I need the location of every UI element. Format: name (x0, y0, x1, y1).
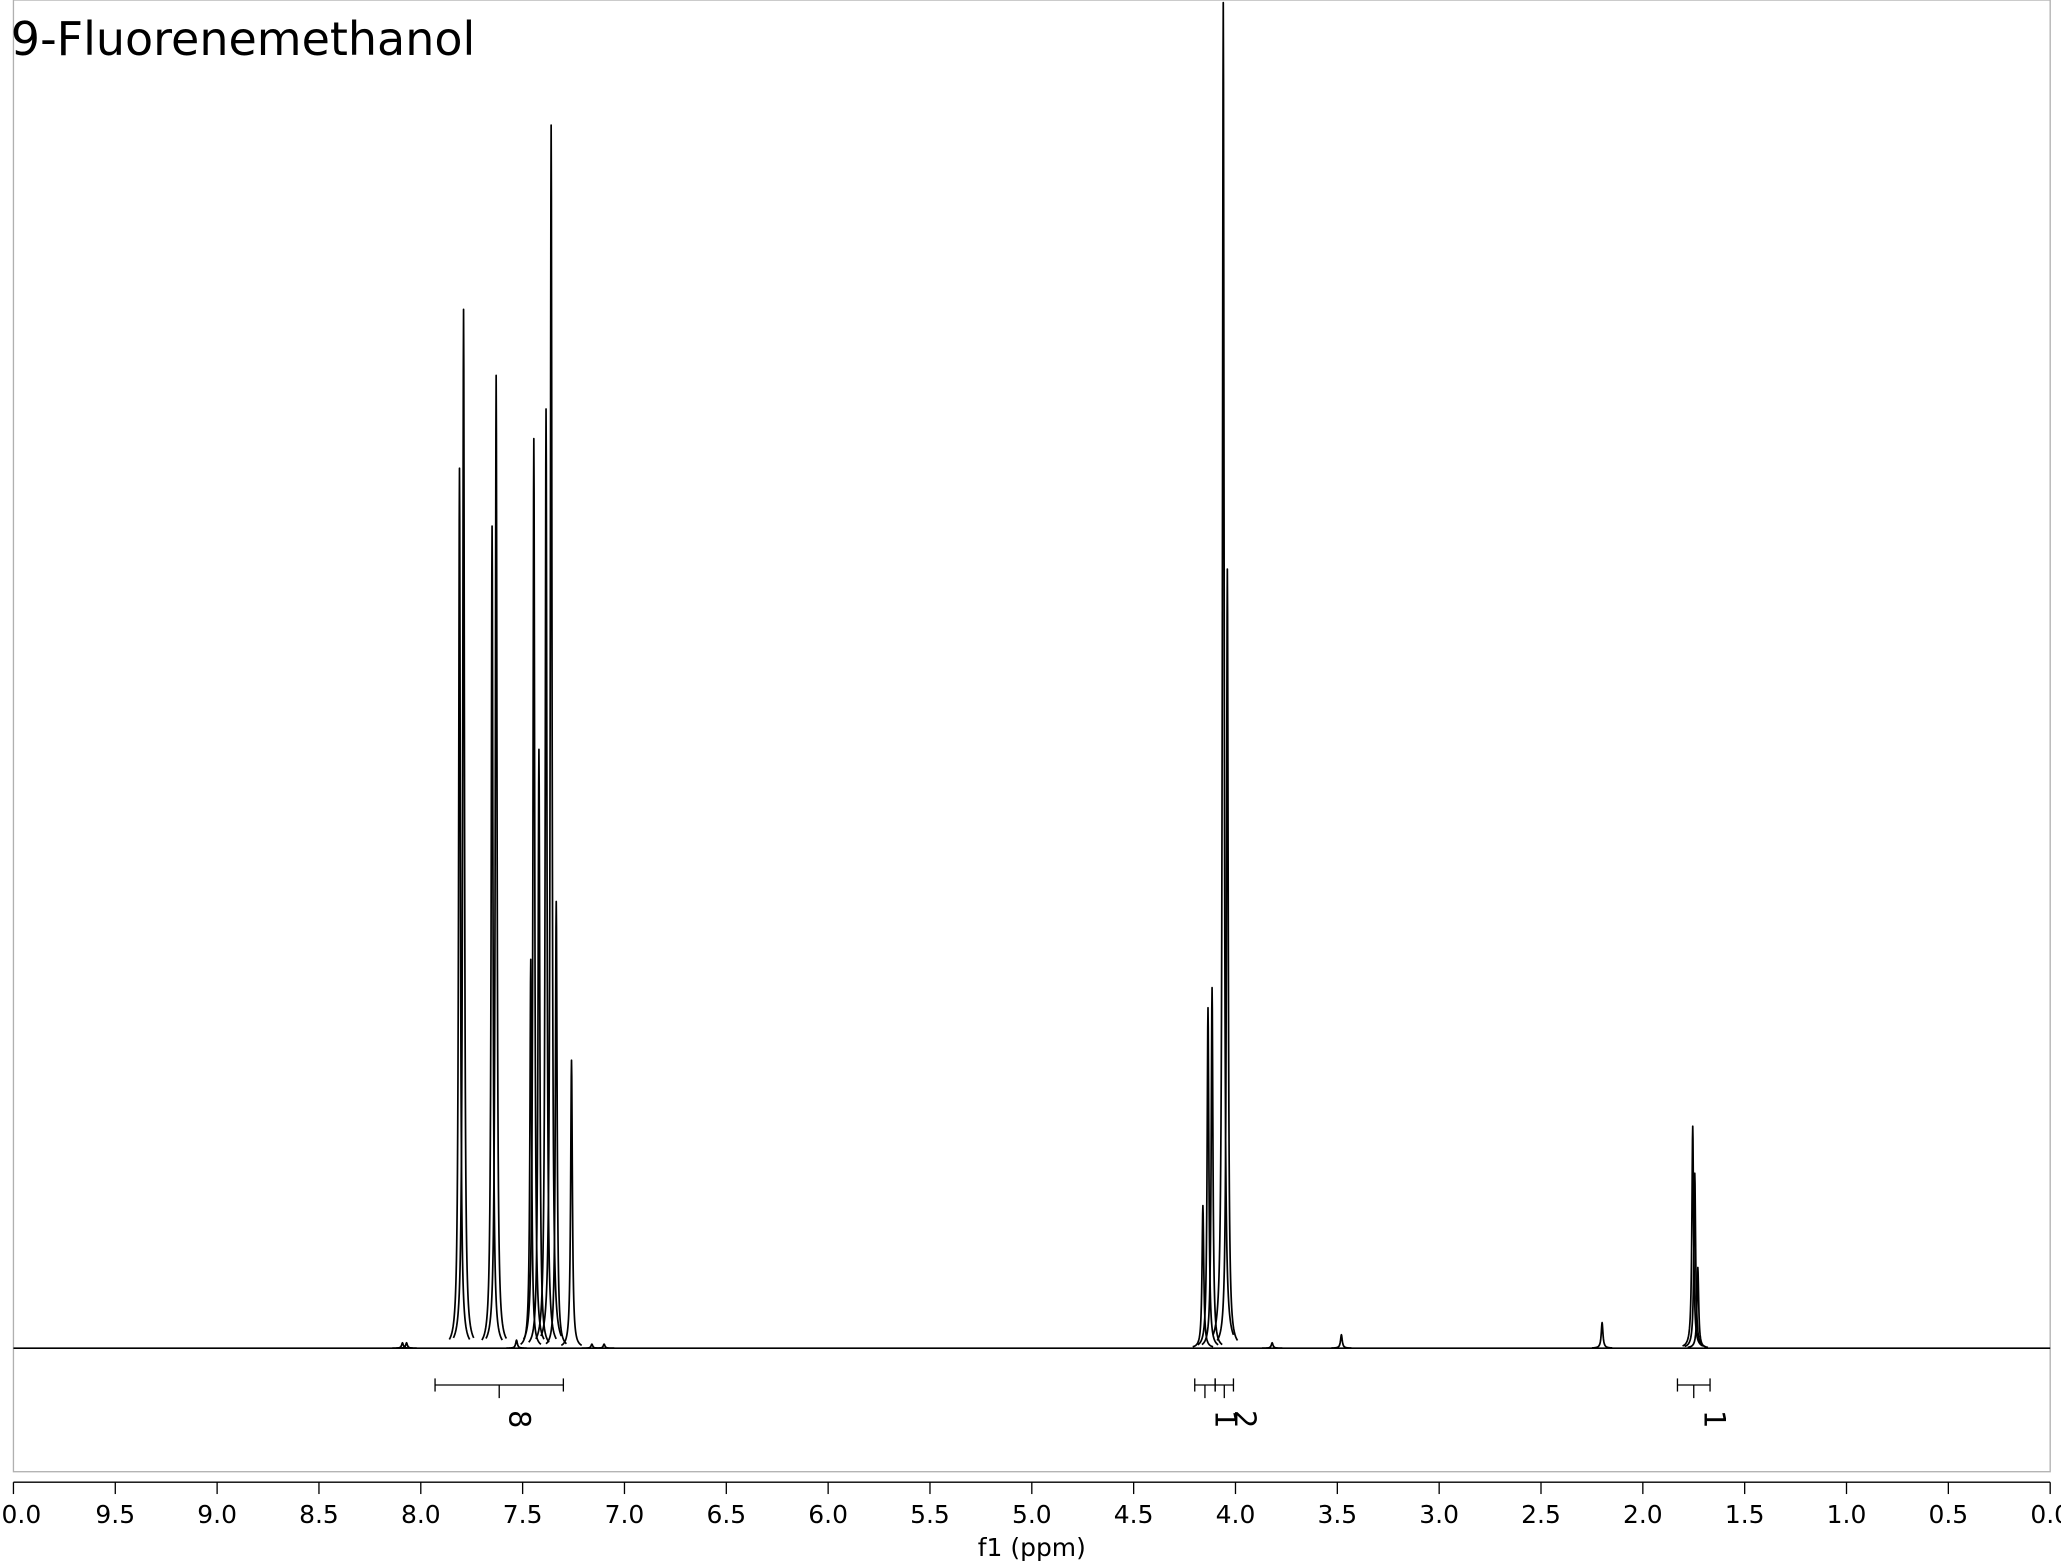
x-tick-label: 7.0 (605, 1500, 645, 1529)
x-tick-label: 8.0 (401, 1500, 441, 1529)
peak (1197, 1006, 1219, 1346)
x-tick-label: 9.5 (95, 1500, 135, 1529)
integral-label: 1 (1208, 1410, 1242, 1428)
x-tick-label: 1.0 (1827, 1500, 1867, 1529)
x-tick-label: 7.5 (503, 1500, 543, 1529)
integral-label: 2 (1228, 1410, 1262, 1428)
x-tick-label: 3.5 (1317, 1500, 1357, 1529)
integral-label: 8 (503, 1410, 537, 1428)
peak (593, 1343, 615, 1350)
peak (1216, 568, 1239, 1341)
peak (505, 1339, 528, 1349)
peak (519, 958, 542, 1346)
peak (560, 1059, 583, 1347)
x-tick-label: 9.0 (197, 1500, 237, 1529)
x-tick-label: 10.0 (0, 1500, 41, 1529)
x-tick-label: 6.0 (808, 1500, 848, 1529)
integral-label: 1 (1697, 1410, 1731, 1428)
x-tick-label: 8.5 (299, 1500, 339, 1529)
x-tick-label: 0.5 (1929, 1500, 1969, 1529)
peak (1687, 1266, 1709, 1349)
x-tick-label: 2.0 (1623, 1500, 1663, 1529)
peak (545, 900, 568, 1345)
peak (1330, 1333, 1353, 1349)
x-tick-label: 0.0 (2030, 1500, 2061, 1529)
x-tick-label: 4.0 (1216, 1500, 1256, 1529)
peak (1201, 986, 1223, 1346)
peak (1591, 1321, 1613, 1349)
peak (1681, 1125, 1704, 1347)
plot-frame (12, 0, 2051, 1473)
peak (452, 308, 475, 1339)
x-tick-label: 5.5 (910, 1500, 950, 1529)
peak (485, 374, 508, 1339)
peak (1212, 1, 1235, 1336)
peak (540, 124, 563, 1337)
x-tick-label: 1.5 (1725, 1500, 1765, 1529)
peak (528, 748, 550, 1343)
peak (1261, 1341, 1283, 1349)
peak (535, 408, 557, 1340)
peak (1192, 1204, 1214, 1348)
peak (481, 525, 503, 1341)
peak (522, 437, 545, 1340)
x-tick-label: 6.5 (706, 1500, 746, 1529)
x-axis-label: f1 (ppm) (978, 1533, 1086, 1562)
x-tick-label: 4.5 (1114, 1500, 1154, 1529)
peak (448, 467, 471, 1340)
x-tick-label: 5.0 (1012, 1500, 1052, 1529)
x-tick-label: 3.0 (1419, 1500, 1459, 1529)
peak (395, 1341, 418, 1349)
chart-title: 9-Fluorenemethanol (11, 12, 475, 66)
x-tick-label: 2.5 (1521, 1500, 1561, 1529)
